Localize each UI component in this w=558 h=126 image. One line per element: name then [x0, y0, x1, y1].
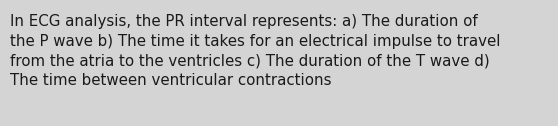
Text: In ECG analysis, the PR interval represents: a) The duration of
the P wave b) Th: In ECG analysis, the PR interval represe… — [10, 14, 501, 88]
